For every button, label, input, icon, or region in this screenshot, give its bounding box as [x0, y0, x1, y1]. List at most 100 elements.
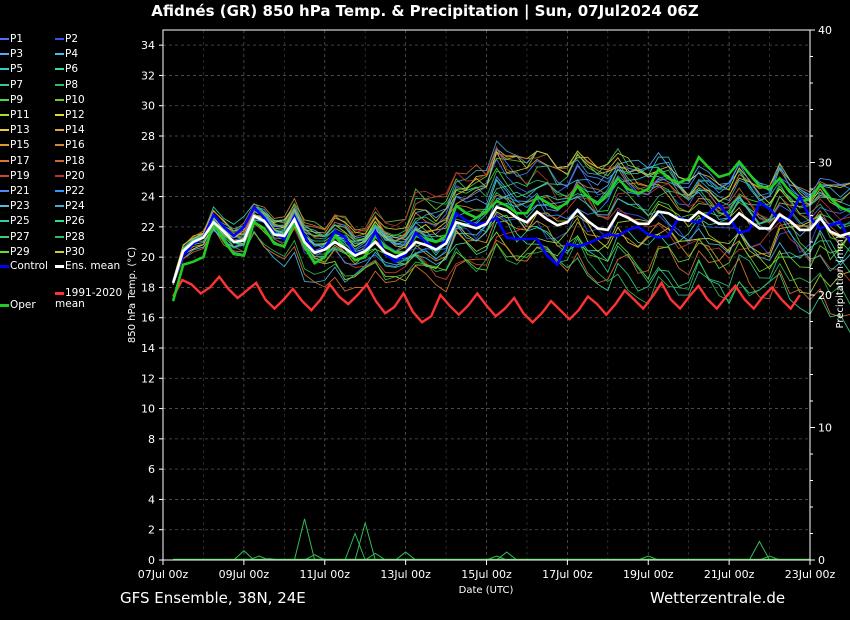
legend-item-p30: P30: [55, 246, 85, 258]
legend-swatch: [55, 98, 64, 101]
member-line-p19: [172, 196, 850, 284]
legend-item-p26: P26: [55, 216, 85, 227]
legend-item-p15: P15: [0, 140, 30, 151]
legend-label: Ens. mean: [65, 260, 121, 272]
y-tick-label: 12: [141, 372, 155, 385]
legend-swatch: [55, 38, 64, 40]
legend-label: P4: [65, 48, 79, 61]
legend-label: P23: [10, 200, 30, 213]
legend-label: P26: [65, 215, 85, 228]
x-tick-label: 23Jul 00z: [785, 568, 836, 581]
oper-line: [171, 154, 850, 302]
legend-label: P13: [10, 124, 30, 137]
y2-tick-label: 20: [818, 289, 832, 302]
legend-swatch: [55, 190, 64, 192]
legend-item-climatology: 1991-2020 mean: [55, 288, 133, 310]
legend-item-p13: P13: [0, 125, 30, 136]
y2-axis-label: Precipitation (mm): [835, 235, 846, 328]
x-tick-label: 13Jul 00z: [380, 568, 431, 581]
precip-spike: [364, 552, 386, 561]
y-tick-label: 16: [141, 312, 155, 325]
legend-item-p7: P7: [0, 79, 23, 91]
y-tick-label: 28: [141, 130, 155, 143]
y-tick-label: 26: [141, 160, 155, 173]
legend-label: P22: [65, 185, 85, 197]
grid-lines: [162, 30, 811, 561]
legend-swatch: [0, 129, 9, 132]
member-line-p17: [172, 227, 850, 318]
legend-swatch: [0, 38, 9, 40]
y2-tick-label: 40: [818, 24, 832, 37]
legend-swatch: [55, 250, 64, 253]
y-tick-label: 0: [148, 554, 155, 567]
y-tick-label: 8: [148, 433, 155, 446]
legend-swatch: [0, 205, 9, 208]
x-tick-label: 17Jul 00z: [542, 568, 593, 581]
legend-swatch: [0, 220, 9, 223]
legend-item-p22: P22: [55, 186, 85, 197]
legend-label: P3: [10, 48, 24, 61]
legend-swatch: [55, 129, 64, 132]
legend-swatch: [55, 220, 64, 223]
legend-swatch: [0, 250, 9, 253]
legend-item-p27: P27: [0, 230, 30, 243]
precip-spike: [304, 554, 325, 561]
chart-title: Afidnés (GR) 850 hPa Temp. & Precipitati…: [151, 2, 699, 20]
legend-swatch: [0, 159, 9, 162]
y-tick-label: 22: [141, 221, 155, 234]
legend-label: P21: [10, 185, 30, 197]
ens-mean-line: [171, 205, 850, 284]
y-tick-label: 14: [141, 342, 155, 355]
legend-label: P12: [65, 109, 85, 121]
legend-item-p21: P21: [0, 186, 30, 197]
legend-swatch: [55, 114, 64, 116]
legend-label: P27: [10, 230, 30, 243]
y2-tick-label: 30: [818, 157, 832, 170]
legend-label: P11: [10, 109, 30, 121]
legend-item-p11: P11: [0, 110, 30, 121]
legend-label: 1991-2020 mean: [55, 287, 123, 310]
member-line-p28: [172, 220, 850, 306]
legend-swatch: [0, 303, 9, 307]
legend-swatch: [55, 159, 64, 162]
legend-label: P16: [65, 139, 85, 152]
legend-swatch: [55, 53, 64, 56]
legend-item-oper: Oper: [0, 300, 36, 311]
legend-label: P24: [65, 200, 85, 213]
site-credit: Wetterzentrale.de: [650, 589, 786, 607]
legend-item-p5: P5: [0, 64, 23, 75]
y-tick-label: 18: [141, 281, 155, 294]
legend-swatch: [0, 53, 9, 56]
model-info: GFS Ensemble, 38N, 24E: [120, 589, 306, 607]
legend-label: Oper: [10, 299, 36, 311]
x-tick-label: 21Jul 00z: [704, 568, 755, 581]
legend-item-p18: P18: [55, 155, 85, 167]
legend-label: P28: [65, 230, 85, 243]
y-tick-label: 32: [141, 69, 155, 82]
legend-item-p2: P2: [55, 34, 78, 45]
precip-spike: [354, 520, 376, 561]
legend-label: P25: [10, 215, 30, 228]
control-line: [171, 193, 850, 282]
legend-swatch: [0, 174, 9, 177]
y-tick-label: 34: [141, 39, 155, 52]
precip-spike: [293, 518, 316, 561]
y-tick-label: 30: [141, 100, 155, 113]
legend-item-p24: P24: [55, 201, 85, 212]
legend-swatch: [0, 235, 9, 238]
legend-swatch: [55, 205, 64, 208]
legend-swatch: [55, 264, 64, 268]
legend-swatch: [55, 68, 64, 71]
y-tick-label: 24: [141, 191, 155, 204]
precip-spike: [496, 551, 518, 561]
legend-label: P8: [65, 78, 79, 91]
legend-swatch: [55, 83, 64, 86]
legend-swatch: [0, 68, 9, 71]
legend-label: P10: [65, 93, 85, 106]
precip-spike: [233, 550, 255, 561]
x-axis-label: Date (UTC): [459, 585, 514, 596]
legend-item-p28: P28: [55, 230, 85, 243]
y2-tick-label: 10: [818, 422, 832, 435]
precip-spike: [395, 551, 417, 561]
